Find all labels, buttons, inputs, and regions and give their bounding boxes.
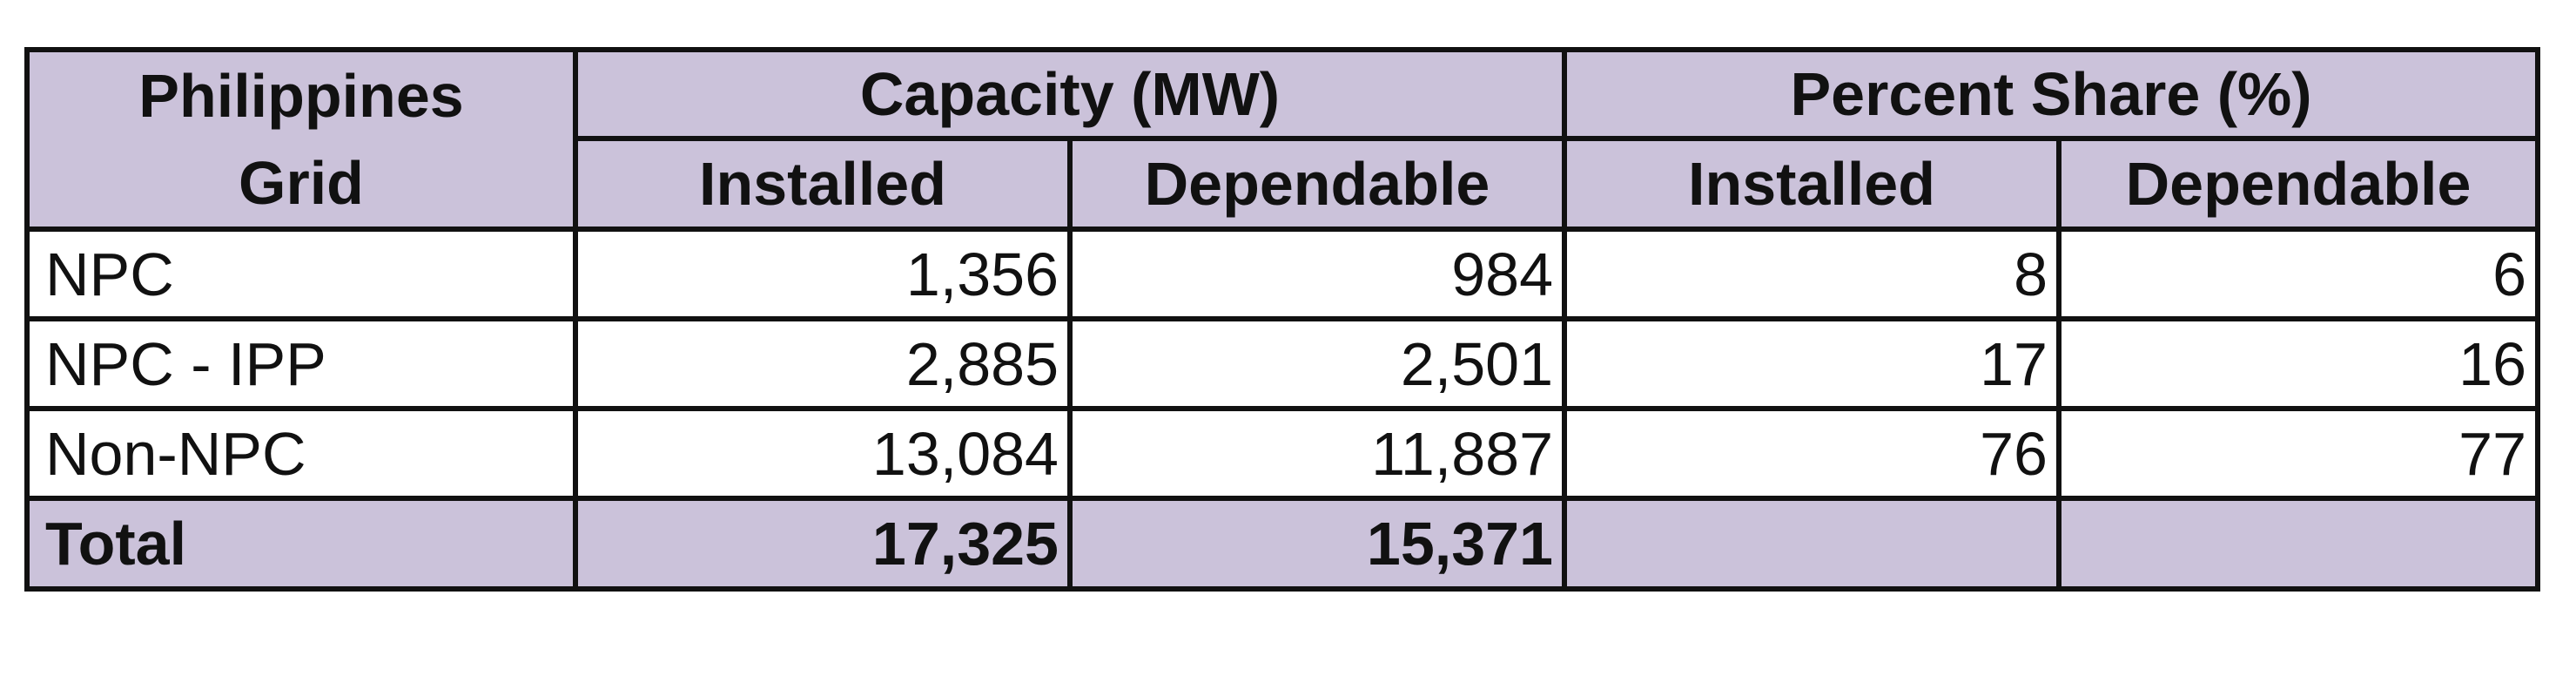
total-label-cell: Total <box>24 496 578 592</box>
group-header-percent-share: Percent Share (%) <box>1561 47 2541 141</box>
header-row-subcolumns: Installed Dependable Installed Dependabl… <box>27 136 2541 232</box>
total-capacity-installed-cell: 17,325 <box>573 496 1073 592</box>
group-header-capacity: Capacity (MW) <box>573 47 1567 141</box>
total-share-installed-cell <box>1562 496 2061 592</box>
corner-header-line-1: Philippines <box>138 62 464 130</box>
capacity-installed-cell: 2,885 <box>573 316 1073 411</box>
subheader-capacity-installed: Installed <box>573 136 1073 232</box>
capacity-table-container: Philippines Grid Capacity (MW) Percent S… <box>24 47 2541 592</box>
capacity-installed-cell: 1,356 <box>573 227 1073 321</box>
corner-header-line-2: Grid <box>239 149 364 217</box>
capacity-dependable-cell: 984 <box>1067 227 1567 321</box>
row-label-cell: Non-NPC <box>24 406 578 501</box>
table-row: NPC - IPP 2,885 2,501 17 16 <box>24 316 2541 411</box>
row-label-cell: NPC - IPP <box>24 316 578 411</box>
share-dependable-cell: 77 <box>2055 406 2541 501</box>
total-capacity-dependable-cell: 15,371 <box>1067 496 1567 592</box>
share-installed-cell: 8 <box>1562 227 2061 321</box>
capacity-dependable-cell: 2,501 <box>1067 316 1567 411</box>
subheader-share-dependable: Dependable <box>2055 136 2541 232</box>
subheader-capacity-dependable: Dependable <box>1067 136 1567 232</box>
philippines-grid-capacity-table: Philippines Grid Capacity (MW) Percent S… <box>24 47 2541 592</box>
row-label-cell: NPC <box>24 227 578 321</box>
share-dependable-cell: 16 <box>2055 316 2541 411</box>
table-row: NPC 1,356 984 8 6 <box>24 227 2541 321</box>
capacity-installed-cell: 13,084 <box>573 406 1073 501</box>
total-row: Total 17,325 15,371 <box>24 496 2541 592</box>
corner-header-philippines-grid: Philippines Grid <box>24 47 578 232</box>
header-row-groups: Philippines Grid Capacity (MW) Percent S… <box>24 47 2541 232</box>
share-installed-cell: 17 <box>1562 316 2061 411</box>
total-share-dependable-cell <box>2055 496 2541 592</box>
table-row: Non-NPC 13,084 11,887 76 77 <box>24 406 2541 501</box>
subheader-share-installed: Installed <box>1562 136 2061 232</box>
capacity-dependable-cell: 11,887 <box>1067 406 1567 501</box>
share-dependable-cell: 6 <box>2055 227 2541 321</box>
share-installed-cell: 76 <box>1562 406 2061 501</box>
